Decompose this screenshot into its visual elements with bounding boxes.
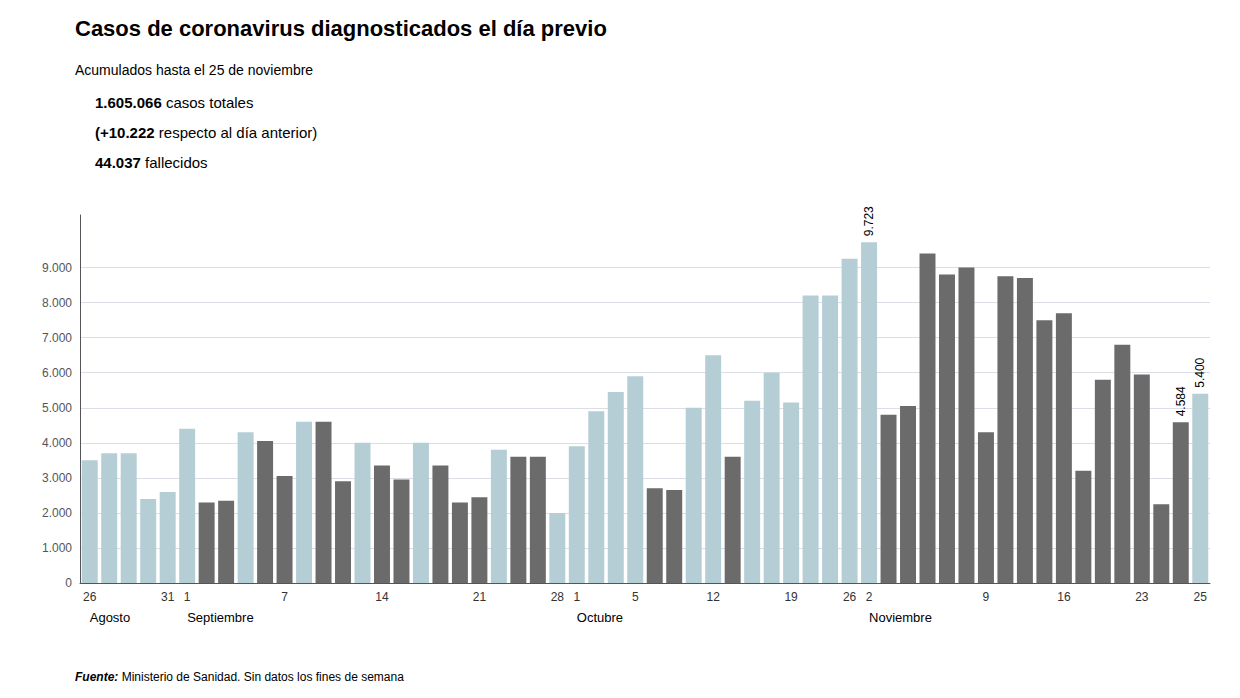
svg-text:Fuente:: Fuente: [75,670,118,684]
svg-text:Ministerio de Sanidad. Sin dat: Ministerio de Sanidad. Sin datos los fin… [118,670,404,684]
svg-text:9: 9 [983,590,990,604]
svg-text:16: 16 [1057,590,1071,604]
svg-text:respecto al día anterior): respecto al día anterior) [155,124,318,141]
svg-text:3.000: 3.000 [42,471,72,485]
svg-text:2.000: 2.000 [42,506,72,520]
svg-text:21: 21 [473,590,487,604]
svg-text:4.000: 4.000 [42,436,72,450]
svg-text:fallecidos: fallecidos [141,154,208,171]
svg-text:12: 12 [707,590,721,604]
svg-text:Septiembre: Septiembre [187,610,253,625]
svg-text:26: 26 [83,590,97,604]
svg-text:23: 23 [1135,590,1149,604]
svg-text:28: 28 [551,590,565,604]
svg-text:Agosto: Agosto [90,610,130,625]
svg-text:1.000: 1.000 [42,541,72,555]
svg-text:5.400: 5.400 [1193,357,1207,387]
svg-text:7: 7 [281,590,288,604]
svg-text:19: 19 [784,590,798,604]
svg-text:7.000: 7.000 [42,331,72,345]
svg-text:0: 0 [65,576,72,590]
svg-text:casos totales: casos totales [162,94,254,111]
svg-text:(+10.222: (+10.222 [95,124,155,141]
svg-text:1.605.066: 1.605.066 [95,94,162,111]
svg-text:4.584: 4.584 [1174,386,1188,416]
svg-text:26: 26 [843,590,857,604]
svg-text:5.000: 5.000 [42,401,72,415]
svg-text:Noviembre: Noviembre [869,610,932,625]
svg-text:44.037: 44.037 [95,154,141,171]
svg-text:25: 25 [1194,590,1208,604]
svg-text:6.000: 6.000 [42,366,72,380]
svg-text:14: 14 [375,590,389,604]
svg-text:8.000: 8.000 [42,296,72,310]
svg-text:1: 1 [573,590,580,604]
svg-text:9.723: 9.723 [862,206,876,236]
svg-text:1: 1 [184,590,191,604]
svg-text:Casos de coronavirus diagnosti: Casos de coronavirus diagnosticados el d… [75,16,607,41]
svg-text:2: 2 [866,590,873,604]
svg-text:31: 31 [161,590,175,604]
svg-text:9.000: 9.000 [42,261,72,275]
svg-text:5: 5 [632,590,639,604]
svg-text:Acumulados hasta el 25 de novi: Acumulados hasta el 25 de noviembre [75,62,313,78]
svg-text:Octubre: Octubre [577,610,623,625]
